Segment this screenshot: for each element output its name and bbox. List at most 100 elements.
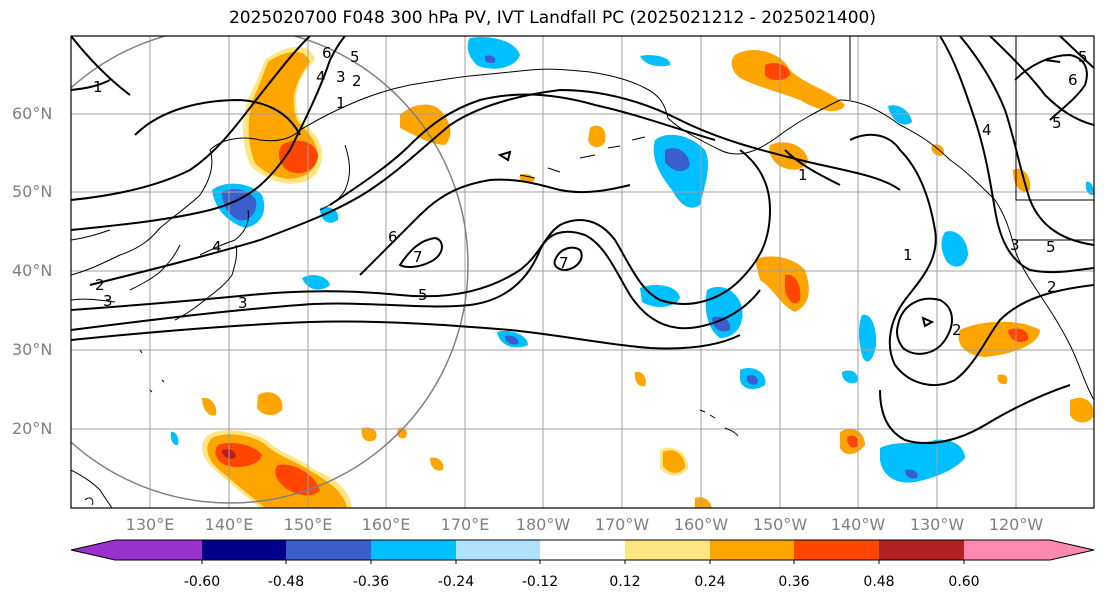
contour-label: 5 [418, 286, 428, 304]
contour-label: 6 [322, 44, 332, 62]
colorbar-tick-label: 0.48 [863, 574, 895, 590]
lon-label: 120°W [988, 515, 1044, 534]
colorbar-outline [70, 539, 1095, 561]
pv-positive-patch [695, 497, 712, 508]
pv-negative-patch [665, 148, 690, 172]
pv-positive-patch [397, 427, 408, 439]
pv-positive-patch [215, 443, 262, 467]
contour-label: 5 [350, 48, 360, 66]
colorbar-tick-label: -0.12 [521, 574, 559, 590]
colorbar [70, 539, 1095, 564]
pv-negative-patch [842, 370, 858, 384]
contour-label: 2 [1047, 278, 1057, 296]
pv-negative-patch [505, 335, 519, 345]
colorbar-tick-label: 0.36 [778, 574, 810, 590]
colorbar-segment [202, 540, 286, 560]
contour-label: 4 [212, 238, 222, 256]
colorbar-tick-label: 0.60 [948, 574, 980, 590]
contour-label: 7 [413, 248, 423, 266]
contour-label: 3 [238, 294, 248, 312]
contour-label: 3 [336, 68, 346, 86]
pv-negative-patch [484, 55, 496, 64]
colorbar-segment [371, 540, 456, 560]
pv-negative-patch [712, 316, 731, 332]
lat-label: 60°N [12, 104, 53, 123]
colorbar-tick-label: -0.24 [437, 574, 475, 590]
colorbar-tick-label: 0.24 [694, 574, 726, 590]
lon-label: 160°E [361, 515, 411, 534]
colorbar-segment [540, 540, 625, 560]
colorbar-segment [115, 540, 202, 560]
pv-shading [170, 37, 1094, 508]
lon-label: 140°W [830, 515, 886, 534]
lon-label: 130°E [125, 515, 175, 534]
pv-negative-patch [941, 231, 968, 267]
lon-label: 170°W [594, 515, 650, 534]
pv-positive-patch [202, 397, 217, 416]
lon-label: 160°W [673, 515, 729, 534]
pv-negative-patch [905, 469, 918, 479]
pv-contours [71, 36, 1094, 445]
contour-label: 4 [316, 68, 326, 86]
colorbar-high-extension [1050, 540, 1094, 560]
map-title: 2025020700 F048 300 hPa PV, IVT Landfall… [228, 8, 876, 28]
pv-positive-patch [931, 144, 945, 156]
pv-positive-patch [634, 371, 646, 387]
lat-label: 20°N [12, 419, 53, 438]
contour-label: 5 [1078, 48, 1088, 66]
pv-positive-patch [785, 274, 801, 304]
contour-label: 6 [388, 228, 398, 246]
lon-label: 170°E [440, 515, 490, 534]
contour-label: 6 [1068, 71, 1078, 89]
lon-label: 140°E [204, 515, 254, 534]
pv-positive-patch [1070, 397, 1094, 423]
colorbar-segment [964, 540, 1050, 560]
pv-negative-patch [222, 189, 257, 221]
coastlines [71, 36, 1094, 508]
lon-label: 150°W [752, 515, 808, 534]
pv-positive-patch [588, 125, 606, 148]
pv-negative-patch [888, 105, 912, 125]
pv-positive-patch [430, 457, 444, 471]
pv-negative-patch [746, 375, 758, 385]
colorbar-tick-label: 0.12 [609, 574, 641, 590]
contour-label: 5 [1052, 114, 1062, 132]
colorbar-segment [286, 540, 371, 560]
contour-label: 2 [952, 321, 962, 339]
lon-label: 150°E [283, 515, 333, 534]
contour-label: 1 [93, 78, 103, 96]
contour-label: 7 [559, 254, 569, 272]
contour-label: 1 [336, 94, 346, 112]
lat-label: 50°N [12, 182, 53, 201]
contour-label: 1 [798, 166, 808, 184]
contour-label: 3 [1010, 236, 1020, 254]
colorbar-segment [794, 540, 879, 560]
lat-label: 40°N [12, 261, 53, 280]
colorbar-low-extension [71, 540, 115, 560]
pv-positive-patch [765, 63, 790, 81]
pv-positive-patch [1008, 328, 1029, 342]
map-frame [70, 35, 1095, 509]
pv-positive-patch [361, 427, 377, 442]
pv-positive-patch [769, 142, 808, 170]
contour-label: 4 [982, 121, 992, 139]
pv-negative-patch [880, 439, 965, 483]
pv-negative-patch [467, 37, 520, 69]
pv-positive-patch [257, 392, 283, 416]
pv-negative-patch [640, 285, 680, 307]
lat-label: 30°N [12, 340, 53, 359]
radius-circle [71, 36, 469, 504]
pv-positive-patch [663, 450, 685, 473]
pv-positive-patch [997, 374, 1008, 385]
contour-label: 3 [103, 292, 113, 310]
lon-label: 180°W [515, 515, 571, 534]
pv-negative-patch [170, 431, 179, 446]
colorbar-segment [625, 540, 710, 560]
pv-negative-patch [302, 275, 330, 290]
colorbar-tick-label: -0.36 [352, 574, 390, 590]
contour-label: 5 [1046, 238, 1056, 256]
lon-label: 130°W [909, 515, 965, 534]
pv-positive-patch [847, 435, 859, 448]
pv-negative-patch [640, 55, 671, 67]
contour-label: 2 [95, 276, 105, 294]
